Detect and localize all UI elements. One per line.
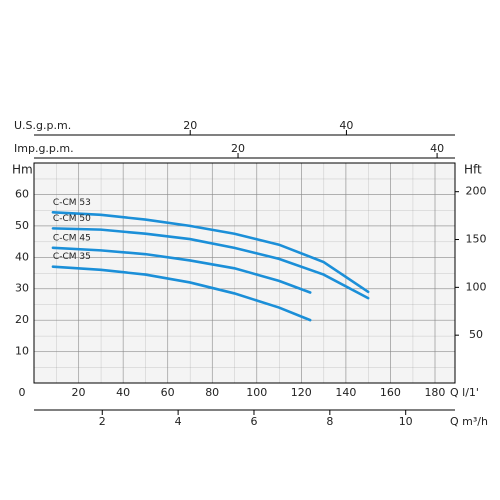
secondary-tick-label: 2 (99, 415, 106, 428)
secondary-tick-label: 8 (326, 415, 333, 428)
secondary-tick-label: 4 (175, 415, 182, 428)
x-tick-label: 40 (116, 386, 130, 399)
y-tick-label: 10 (15, 345, 29, 358)
x-tick-label: 100 (246, 386, 267, 399)
x-tick-label: 80 (205, 386, 219, 399)
plot-frame (33, 162, 456, 384)
curve (51, 246, 312, 294)
x-axis-label: Q l/1' (450, 386, 479, 399)
y2-tick-label: 200 (466, 185, 487, 198)
x-tick-label: 120 (291, 386, 312, 399)
series-label: C-CM 53 (53, 198, 91, 208)
y2-tick-label: 150 (466, 233, 487, 246)
minor-grid (34, 163, 455, 383)
y2-tick-label: 50 (469, 328, 483, 341)
secondary-tick-label: 10 (399, 415, 413, 428)
y-axis-label: Hm (12, 163, 33, 177)
secondary-tick-label: 20 (231, 142, 245, 155)
series-label: C-CM 45 (53, 233, 91, 243)
x-tick-label: 140 (335, 386, 356, 399)
series-label: C-CM 35 (53, 252, 91, 262)
y-tick-label: 50 (15, 219, 29, 232)
x-tick-label: 0 (19, 386, 26, 399)
x-tick-label: 180 (424, 386, 445, 399)
x-tick-label: 20 (72, 386, 86, 399)
secondary-tick-label: 20 (183, 119, 197, 132)
secondary-axis-label: Imp.g.p.m. (14, 142, 74, 155)
y-tick-label: 30 (15, 282, 29, 295)
y2-axis-label: Hft (464, 163, 482, 177)
curve (51, 265, 312, 322)
curve (51, 227, 370, 300)
series-label: C-CM 50 (53, 214, 91, 224)
curve (51, 211, 370, 294)
x-tick-label: 60 (161, 386, 175, 399)
secondary-tick-label: 6 (250, 415, 257, 428)
secondary-tick-label: 40 (430, 142, 444, 155)
x-tick-label: 160 (380, 386, 401, 399)
y-tick-label: 40 (15, 250, 29, 263)
secondary-axis-label: Q m³/h (450, 415, 488, 428)
y-tick-label: 20 (15, 313, 29, 326)
y2-tick-label: 100 (466, 280, 487, 293)
y-tick-label: 60 (15, 187, 29, 200)
secondary-tick-label: 40 (339, 119, 353, 132)
secondary-axis-label: U.S.g.p.m. (14, 119, 71, 132)
